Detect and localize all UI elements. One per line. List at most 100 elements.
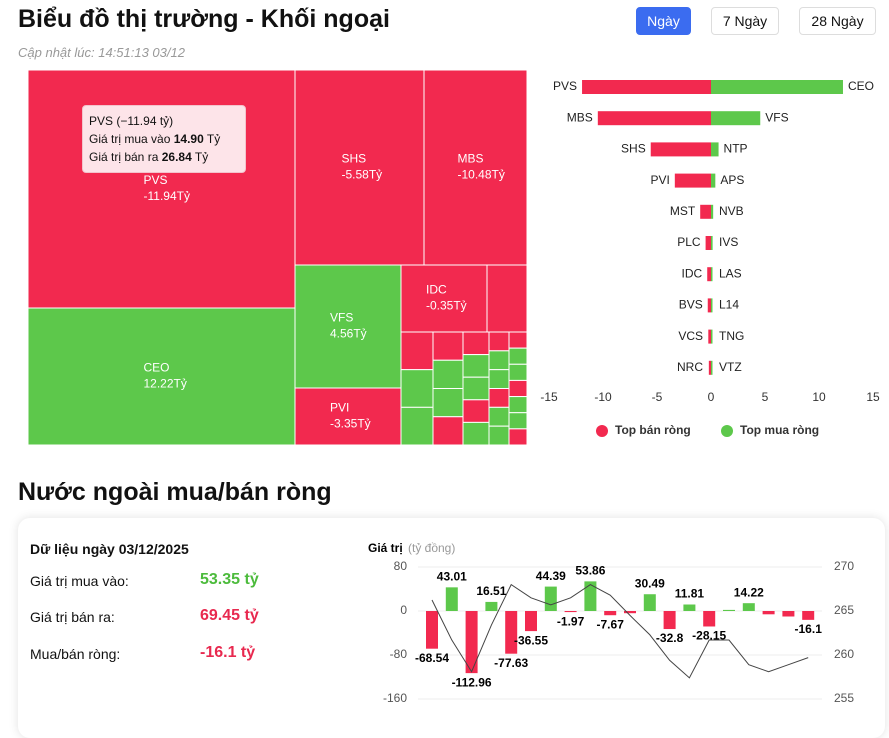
small-tile xyxy=(508,331,528,349)
bar xyxy=(700,204,711,219)
bar xyxy=(604,611,617,616)
bar-label: IDC xyxy=(682,266,703,280)
small-tile xyxy=(432,331,464,361)
small-tile xyxy=(462,331,490,356)
bar-label: CEO xyxy=(848,79,874,93)
bar-label: VTZ xyxy=(719,360,742,374)
small-tile xyxy=(488,369,510,389)
bar-label: MBS xyxy=(567,110,593,124)
small-tile xyxy=(508,363,528,381)
small-tile xyxy=(462,399,490,423)
bar xyxy=(703,611,716,627)
tile-value: 12.22Tỷ xyxy=(144,377,187,391)
tile-name: IDC xyxy=(426,283,447,297)
bar xyxy=(708,329,711,344)
tile-name: PVS xyxy=(144,173,168,187)
tooltip-value: 26.84 xyxy=(161,150,192,164)
summary-value: 69.45 tỷ xyxy=(200,607,259,624)
range-button[interactable]: 7 Ngày xyxy=(711,7,779,35)
small-tile xyxy=(508,396,528,414)
tooltip-label: Giá trị mua vào xyxy=(89,132,171,146)
bar-label: NVB xyxy=(719,204,744,218)
y-tick-label: 0 xyxy=(400,603,407,617)
y2-tick-label: 270 xyxy=(834,559,854,573)
small-tile xyxy=(462,421,490,446)
y-tick-label: -160 xyxy=(383,691,407,705)
bar xyxy=(711,329,713,344)
bar-label: L14 xyxy=(719,298,739,312)
y-tick-label: -80 xyxy=(390,647,408,661)
bar xyxy=(465,611,478,674)
treemap-tile xyxy=(294,387,402,446)
bar xyxy=(711,298,713,313)
value-label: 30.49 xyxy=(635,576,665,590)
tile-name: MBS xyxy=(458,152,484,166)
value-label: -28.15 xyxy=(692,629,726,643)
charts: PVS -11.94Tỷ SHS -5.58Tỷ MBS -10.48Tỷ CEO 12.22… xyxy=(27,69,880,705)
tile-value: -11.94Tỷ xyxy=(144,189,190,203)
x-tick-label: -15 xyxy=(540,390,558,404)
bar xyxy=(762,611,775,615)
y2-tick-label: 255 xyxy=(834,691,854,705)
y-axis-title: Giá trị xyxy=(368,541,403,555)
small-tile xyxy=(400,331,434,371)
tooltip-value: 14.90 xyxy=(173,132,204,146)
updated-time: Cập nhật lúc: 14:51:13 03/12 xyxy=(18,45,185,60)
x-tick-label: -5 xyxy=(652,390,663,404)
bar xyxy=(711,267,713,282)
line xyxy=(431,583,809,679)
bar xyxy=(711,173,716,188)
y-tick-label: 80 xyxy=(394,559,408,573)
tooltip-unit: Tỷ xyxy=(194,150,209,164)
x-tick-label: -10 xyxy=(594,390,612,404)
small-tile xyxy=(488,331,510,352)
small-tile xyxy=(432,388,464,418)
bar-label: PVI xyxy=(650,173,669,187)
tooltip-title: PVS (−11.94 tỷ) xyxy=(89,114,174,128)
value-label: -112.96 xyxy=(452,675,492,689)
range-button[interactable]: Ngày xyxy=(636,7,691,35)
value-label: -1.97 xyxy=(557,614,585,628)
treemap-tile xyxy=(400,264,488,333)
bar xyxy=(707,267,711,282)
value-label: -7.67 xyxy=(597,617,625,631)
bar-label: IVS xyxy=(719,235,738,249)
bar xyxy=(711,80,843,94)
y2-tick-label: 260 xyxy=(834,647,854,661)
summary-label: Giá trị mua vào: xyxy=(30,573,129,589)
summary-value: -16.1 tỷ xyxy=(200,644,256,661)
value-label: -32.8 xyxy=(656,631,684,645)
bar xyxy=(723,609,735,611)
legend-label: Top mua ròng xyxy=(740,423,819,437)
tooltip: PVS (−11.94 tỷ) Giá trị mua vào 14.90 Tỷ… xyxy=(82,105,246,173)
bar-label: APS xyxy=(720,173,744,187)
bar xyxy=(683,604,696,611)
small-tile xyxy=(400,369,434,408)
bar-label: VFS xyxy=(765,110,788,124)
range-button[interactable]: 28 Ngày xyxy=(799,7,876,35)
tooltip-unit: Tỷ xyxy=(206,132,221,146)
small-tile xyxy=(462,376,490,401)
bar xyxy=(643,594,656,611)
tile-value: -5.58Tỷ xyxy=(342,168,383,182)
value-label: 16.51 xyxy=(476,584,506,598)
tile-name: SHS xyxy=(342,152,367,166)
bar xyxy=(624,611,636,614)
small-tile xyxy=(508,412,528,430)
bar xyxy=(485,601,498,611)
bar xyxy=(564,611,577,613)
bar-label: MST xyxy=(670,204,696,218)
x-tick-label: 5 xyxy=(762,390,769,404)
bar xyxy=(674,173,711,188)
bar xyxy=(582,80,711,94)
small-tile xyxy=(508,379,528,398)
small-tile xyxy=(508,428,528,446)
legend-marker xyxy=(596,425,608,437)
value-label: -16.1 xyxy=(795,622,823,636)
tooltip-row: Giá trị mua vào 14.90 Tỷ xyxy=(89,130,239,148)
tile-value: -3.35Tỷ xyxy=(330,417,371,431)
small-tile xyxy=(462,354,490,378)
bar xyxy=(742,603,755,611)
bar-label: PVS xyxy=(553,79,577,93)
treemap-tile xyxy=(27,307,296,446)
